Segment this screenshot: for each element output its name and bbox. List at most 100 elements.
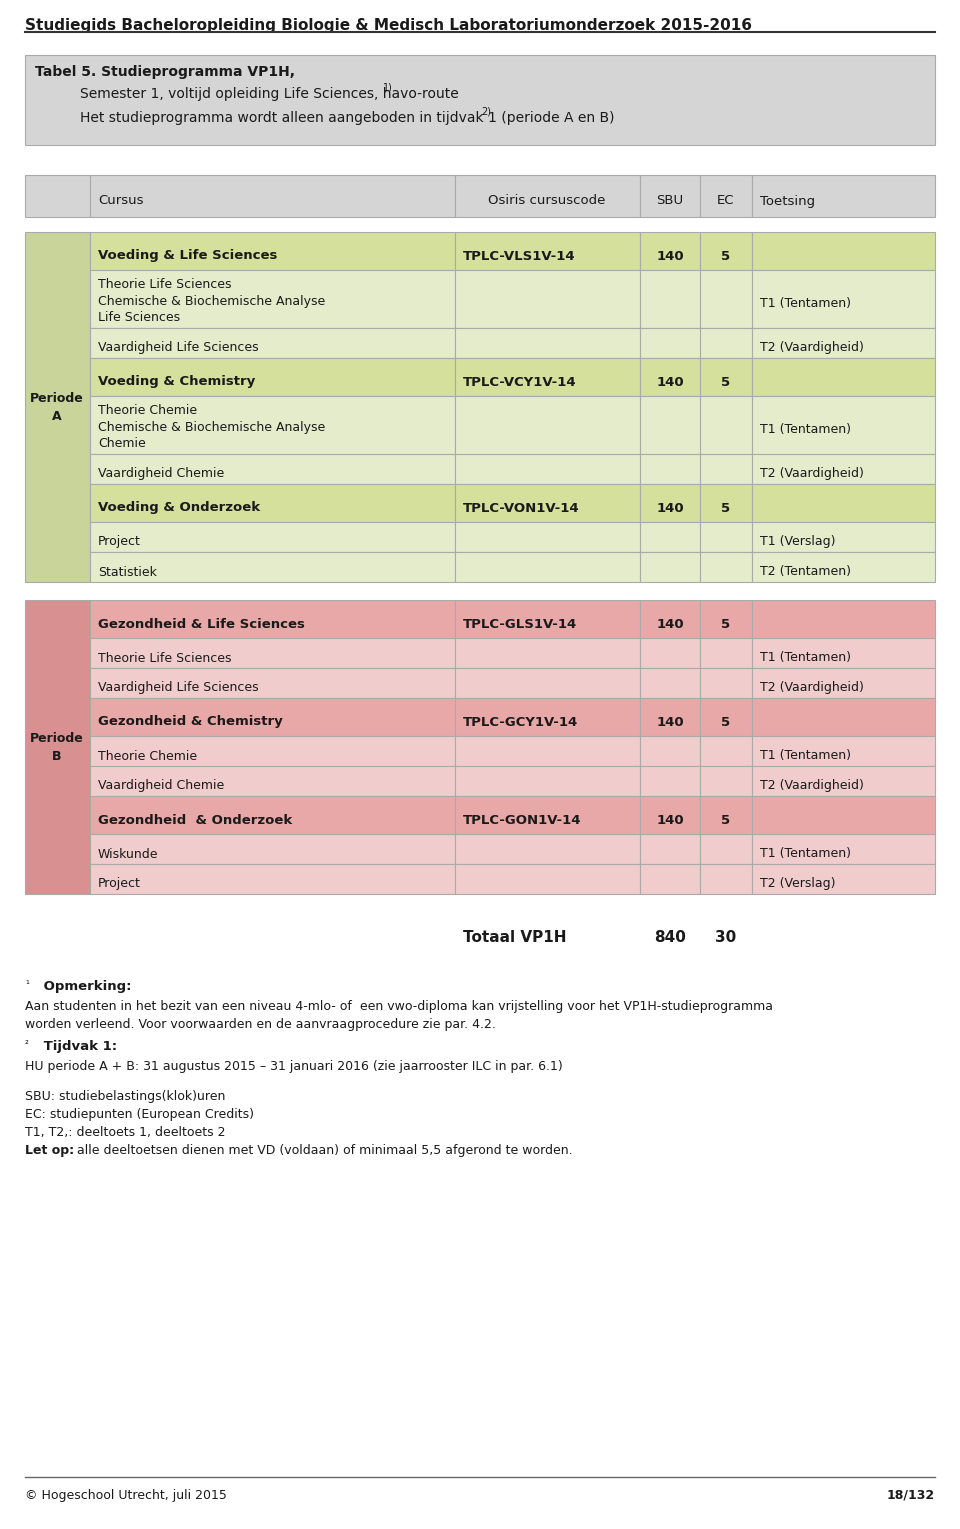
- Bar: [752, 638, 935, 668]
- Bar: [455, 735, 640, 766]
- Text: Gezondheid & Life Sciences: Gezondheid & Life Sciences: [98, 618, 305, 630]
- Text: Theorie Chemie: Theorie Chemie: [98, 404, 197, 417]
- Text: Vaardigheid Life Sciences: Vaardigheid Life Sciences: [98, 682, 258, 694]
- Text: 1): 1): [382, 83, 393, 93]
- Bar: [640, 396, 700, 454]
- Bar: [455, 232, 640, 271]
- Text: 140: 140: [657, 502, 684, 514]
- Bar: [700, 396, 752, 454]
- Bar: [640, 833, 700, 864]
- Bar: [700, 638, 752, 668]
- Bar: [640, 174, 700, 217]
- Bar: [90, 797, 455, 833]
- Text: 2): 2): [482, 107, 492, 118]
- Text: Het studieprogramma wordt alleen aangeboden in tijdvak 1 (periode A en B): Het studieprogramma wordt alleen aangebo…: [80, 112, 614, 125]
- Text: 140: 140: [657, 813, 684, 827]
- Bar: [455, 668, 640, 699]
- Text: worden verleend. Voor voorwaarden en de aanvraagprocedure zie par. 4.2.: worden verleend. Voor voorwaarden en de …: [25, 1018, 496, 1031]
- Text: T2 (Tentamen): T2 (Tentamen): [760, 566, 851, 578]
- Bar: [752, 668, 935, 699]
- Bar: [752, 699, 935, 735]
- Bar: [455, 797, 640, 833]
- Bar: [700, 552, 752, 583]
- Bar: [700, 766, 752, 797]
- Bar: [700, 174, 752, 217]
- Bar: [90, 329, 455, 358]
- Bar: [640, 668, 700, 699]
- Bar: [752, 797, 935, 833]
- Text: T2 (Verslag): T2 (Verslag): [760, 878, 835, 890]
- Bar: [90, 174, 455, 217]
- Text: 140: 140: [657, 618, 684, 630]
- Text: Voeding & Chemistry: Voeding & Chemistry: [98, 376, 255, 388]
- Text: Voeding & Life Sciences: Voeding & Life Sciences: [98, 249, 277, 263]
- Bar: [752, 271, 935, 329]
- Text: © Hogeschool Utrecht, juli 2015: © Hogeschool Utrecht, juli 2015: [25, 1489, 227, 1501]
- Text: T1 (Verslag): T1 (Verslag): [760, 535, 835, 549]
- Text: ²: ²: [25, 1040, 29, 1050]
- Bar: [752, 833, 935, 864]
- Text: 5: 5: [721, 813, 731, 827]
- Text: TPLC-GON1V-14: TPLC-GON1V-14: [463, 813, 582, 827]
- Bar: [90, 766, 455, 797]
- Bar: [455, 864, 640, 894]
- Text: TPLC-GCY1V-14: TPLC-GCY1V-14: [463, 716, 578, 728]
- Bar: [752, 766, 935, 797]
- Bar: [700, 454, 752, 485]
- Bar: [90, 521, 455, 552]
- Bar: [700, 599, 752, 638]
- Text: T2 (Vaardigheid): T2 (Vaardigheid): [760, 780, 864, 792]
- Bar: [752, 174, 935, 217]
- Text: Voeding & Onderzoek: Voeding & Onderzoek: [98, 502, 260, 514]
- Text: T2 (Vaardigheid): T2 (Vaardigheid): [760, 341, 864, 355]
- Bar: [640, 521, 700, 552]
- Bar: [640, 358, 700, 396]
- Text: 140: 140: [657, 376, 684, 388]
- Bar: [752, 396, 935, 454]
- Bar: [752, 864, 935, 894]
- Bar: [700, 329, 752, 358]
- Bar: [700, 521, 752, 552]
- Bar: [640, 552, 700, 583]
- Text: T1 (Tentamen): T1 (Tentamen): [760, 298, 851, 310]
- Bar: [700, 735, 752, 766]
- Bar: [455, 766, 640, 797]
- Bar: [455, 699, 640, 735]
- Bar: [25, 599, 90, 894]
- Bar: [455, 552, 640, 583]
- Text: Theorie Life Sciences: Theorie Life Sciences: [98, 651, 231, 665]
- Bar: [700, 232, 752, 271]
- Text: T1 (Tentamen): T1 (Tentamen): [760, 424, 851, 436]
- Bar: [700, 271, 752, 329]
- Bar: [455, 358, 640, 396]
- Text: Aan studenten in het bezit van een niveau 4-mlo- of  een vwo-diploma kan vrijste: Aan studenten in het bezit van een nivea…: [25, 1000, 773, 1014]
- Text: Chemie: Chemie: [98, 437, 146, 451]
- Bar: [90, 552, 455, 583]
- Bar: [640, 271, 700, 329]
- Bar: [90, 833, 455, 864]
- Bar: [700, 864, 752, 894]
- Text: A: A: [52, 410, 61, 424]
- Bar: [455, 454, 640, 485]
- Text: Vaardigheid Chemie: Vaardigheid Chemie: [98, 468, 225, 480]
- Bar: [640, 735, 700, 766]
- Text: T1 (Tentamen): T1 (Tentamen): [760, 749, 851, 763]
- Text: 140: 140: [657, 716, 684, 728]
- Text: 5: 5: [721, 716, 731, 728]
- Text: TPLC-VLS1V-14: TPLC-VLS1V-14: [463, 249, 576, 263]
- Text: Theorie Life Sciences: Theorie Life Sciences: [98, 278, 231, 291]
- Bar: [752, 358, 935, 396]
- Bar: [640, 485, 700, 521]
- Bar: [90, 485, 455, 521]
- Bar: [640, 699, 700, 735]
- Bar: [90, 396, 455, 454]
- Bar: [700, 797, 752, 833]
- Bar: [455, 638, 640, 668]
- Bar: [752, 329, 935, 358]
- Bar: [25, 174, 90, 217]
- Text: TPLC-VCY1V-14: TPLC-VCY1V-14: [463, 376, 577, 388]
- Bar: [700, 668, 752, 699]
- Bar: [455, 329, 640, 358]
- Text: Vaardigheid Life Sciences: Vaardigheid Life Sciences: [98, 341, 258, 355]
- Bar: [25, 232, 90, 583]
